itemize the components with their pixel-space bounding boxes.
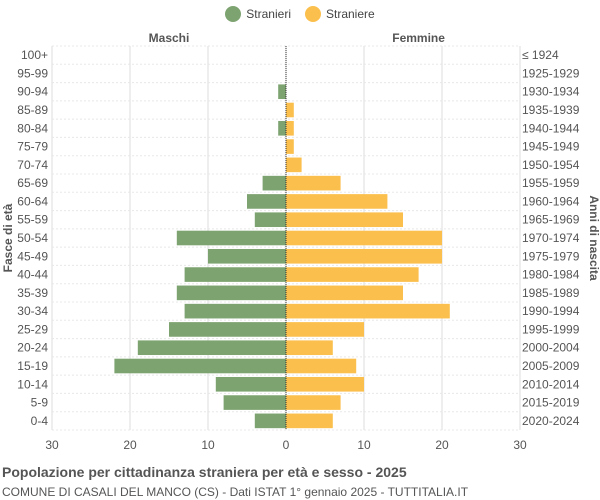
age-group-label: 5-9	[31, 396, 49, 410]
legend-swatch-stranieri	[225, 6, 242, 22]
age-group-label: 35-39	[17, 286, 48, 300]
bar-straniere	[286, 413, 333, 429]
bar-straniere	[286, 248, 442, 264]
bar-stranieri	[208, 248, 286, 264]
x-tick-label: 20	[435, 438, 449, 452]
birth-year-label: 1930-1934	[522, 85, 580, 99]
chart-subtitle: COMUNE DI CASALI DEL MANCO (CS) - Dati I…	[2, 485, 469, 499]
bar-straniere	[286, 139, 294, 154]
birth-year-label: 1955-1959	[522, 176, 580, 190]
bar-stranieri	[169, 322, 286, 337]
bar-straniere	[286, 395, 341, 410]
x-tick-label: 0	[283, 438, 290, 452]
birth-year-label: 1940-1944	[522, 121, 580, 135]
x-tick-label: 30	[513, 438, 527, 452]
birth-year-label: 1990-1994	[522, 304, 580, 318]
bar-straniere	[286, 322, 364, 337]
bar-stranieri	[223, 395, 286, 410]
x-tick-label: 10	[357, 438, 371, 452]
age-group-label: 10-14	[17, 377, 48, 391]
age-group-label: 40-44	[17, 268, 48, 282]
bar-stranieri	[278, 84, 286, 100]
birth-year-label: 1925-1929	[522, 66, 580, 80]
age-group-label: 25-29	[17, 322, 48, 336]
birth-year-label: 1960-1964	[522, 194, 580, 208]
bar-straniere	[286, 102, 294, 118]
bar-straniere	[286, 340, 333, 356]
age-group-label: 80-84	[17, 121, 48, 135]
age-group-label: 50-54	[17, 231, 48, 245]
age-group-label: 15-19	[17, 359, 48, 373]
age-group-label: 70-74	[17, 158, 48, 172]
birth-year-label: 1965-1969	[522, 213, 580, 227]
birth-year-label: 1935-1939	[522, 103, 580, 117]
bar-stranieri	[184, 267, 286, 282]
bar-straniere	[286, 358, 357, 374]
birth-year-label: 1945-1949	[522, 140, 580, 154]
y-axis-title-left: Fasce di età	[1, 203, 15, 272]
birth-year-label: 1980-1984	[522, 268, 580, 282]
header-maschi: Maschi	[149, 31, 190, 45]
bar-stranieri	[262, 175, 286, 191]
bar-stranieri	[247, 194, 286, 209]
age-group-label: 100+	[21, 48, 48, 62]
age-group-label: 65-69	[17, 176, 48, 190]
bar-straniere	[286, 157, 302, 173]
bar-straniere	[286, 212, 403, 228]
legend-label-straniere: Straniere	[325, 7, 375, 21]
bar-straniere	[286, 376, 364, 392]
legend-label-stranieri: Stranieri	[246, 7, 291, 21]
bar-straniere	[286, 303, 450, 319]
legend-swatch-straniere	[304, 6, 321, 22]
bar-stranieri	[176, 230, 286, 246]
birth-year-label: 2010-2014	[522, 377, 580, 391]
bar-stranieri	[176, 285, 286, 301]
chart-title: Popolazione per cittadinanza straniera p…	[2, 464, 407, 480]
birth-year-label: ≤ 1924	[522, 48, 559, 62]
x-tick-label: 10	[201, 438, 215, 452]
age-group-label: 75-79	[17, 140, 48, 154]
legend-item-stranieri[interactable]: Stranieri	[225, 6, 291, 22]
bar-stranieri	[215, 376, 286, 392]
age-group-label: 90-94	[17, 85, 48, 99]
bar-stranieri	[254, 413, 286, 429]
bar-stranieri	[137, 340, 286, 356]
bar-straniere	[286, 230, 442, 246]
birth-year-label: 2020-2024	[522, 414, 580, 428]
y-axis-title-right: Anni di nascita	[587, 195, 600, 281]
birth-year-label: 2015-2019	[522, 396, 580, 410]
age-group-label: 30-34	[17, 304, 48, 318]
birth-year-label: 1950-1954	[522, 158, 580, 172]
birth-year-label: 1995-1999	[522, 322, 580, 336]
birth-year-label: 1975-1979	[522, 249, 580, 263]
bar-straniere	[286, 175, 341, 191]
birth-year-label: 2000-2004	[522, 341, 580, 355]
bar-straniere	[286, 194, 388, 209]
legend: Stranieri Straniere	[0, 6, 600, 22]
header-femmine: Femmine	[392, 31, 445, 45]
bar-straniere	[286, 285, 403, 301]
x-tick-label: 20	[123, 438, 137, 452]
age-group-label: 95-99	[17, 66, 48, 80]
bar-stranieri	[184, 303, 286, 319]
legend-item-straniere[interactable]: Straniere	[304, 6, 375, 22]
bar-straniere	[286, 267, 419, 282]
age-group-label: 60-64	[17, 194, 48, 208]
age-group-label: 0-4	[31, 414, 49, 428]
birth-year-label: 2005-2009	[522, 359, 580, 373]
age-group-label: 20-24	[17, 341, 48, 355]
birth-year-label: 1970-1974	[522, 231, 580, 245]
bar-stranieri	[254, 212, 286, 228]
age-group-label: 85-89	[17, 103, 48, 117]
bar-stranieri	[278, 120, 286, 136]
age-group-label: 45-49	[17, 249, 48, 263]
birth-year-label: 1985-1989	[522, 286, 580, 300]
bar-stranieri	[114, 358, 287, 374]
bar-straniere	[286, 120, 294, 136]
x-tick-label: 30	[45, 438, 59, 452]
age-group-label: 55-59	[17, 213, 48, 227]
